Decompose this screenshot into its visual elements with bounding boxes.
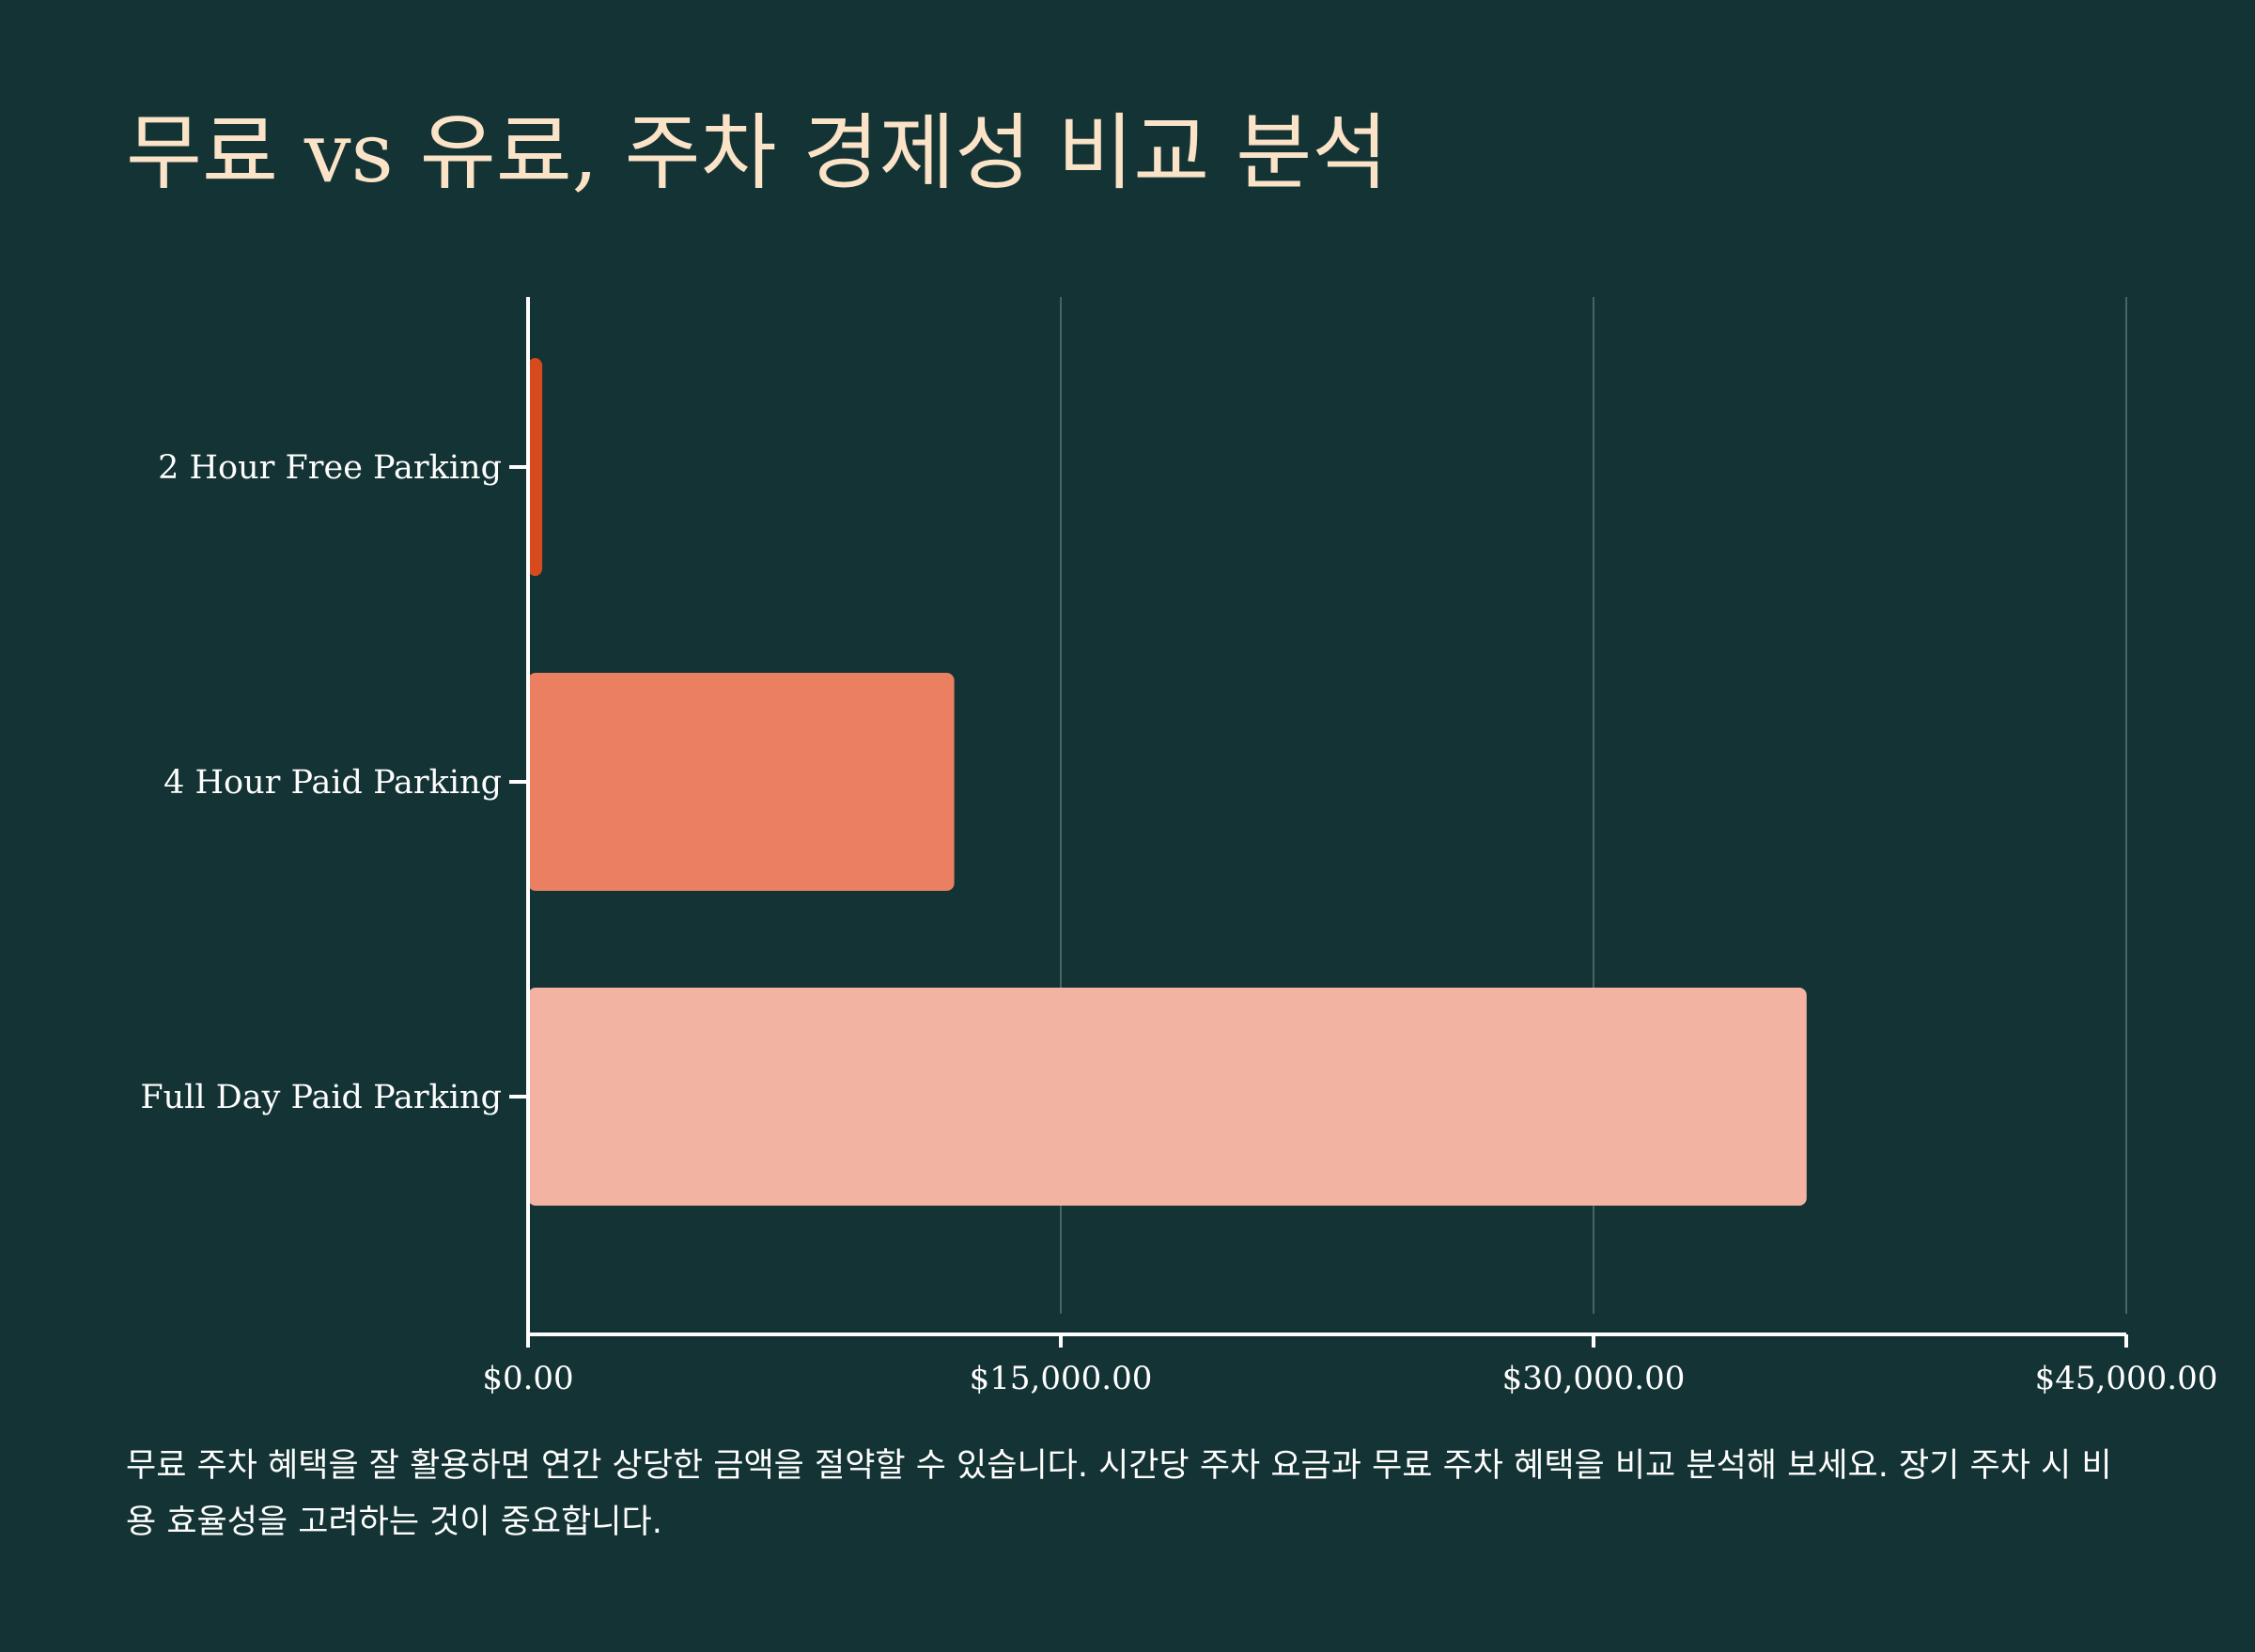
category-label: 4 Hour Paid Parking bbox=[163, 764, 502, 802]
x-tick-label: $30,000.00 bbox=[1502, 1360, 1686, 1397]
category-label: 2 Hour Free Parking bbox=[158, 449, 502, 487]
axes bbox=[509, 297, 2128, 1348]
bar bbox=[528, 988, 1807, 1206]
chart-title: 무료 vs 유료, 주차 경제성 비교 분석 bbox=[126, 104, 1389, 201]
x-tick-label: $15,000.00 bbox=[970, 1360, 1153, 1397]
bar bbox=[528, 673, 955, 891]
bars bbox=[528, 358, 1807, 1206]
x-tick-label: $45,000.00 bbox=[2035, 1360, 2218, 1397]
category-label: Full Day Paid Parking bbox=[140, 1079, 502, 1116]
bar bbox=[528, 358, 543, 576]
labels: $0.00 $15,000.00 $30,000.00 $45,000.00 2 Hou… bbox=[140, 449, 2217, 1397]
bar-chart: $0.00 $15,000.00 $30,000.00 $45,000.00 2 Hou… bbox=[140, 297, 2217, 1397]
chart-caption: 무료 주차 혜택을 잘 활용하면 연간 상당한 금액을 절약할 수 있습니다. … bbox=[126, 1447, 2112, 1541]
x-tick-label: $0.00 bbox=[482, 1360, 573, 1397]
